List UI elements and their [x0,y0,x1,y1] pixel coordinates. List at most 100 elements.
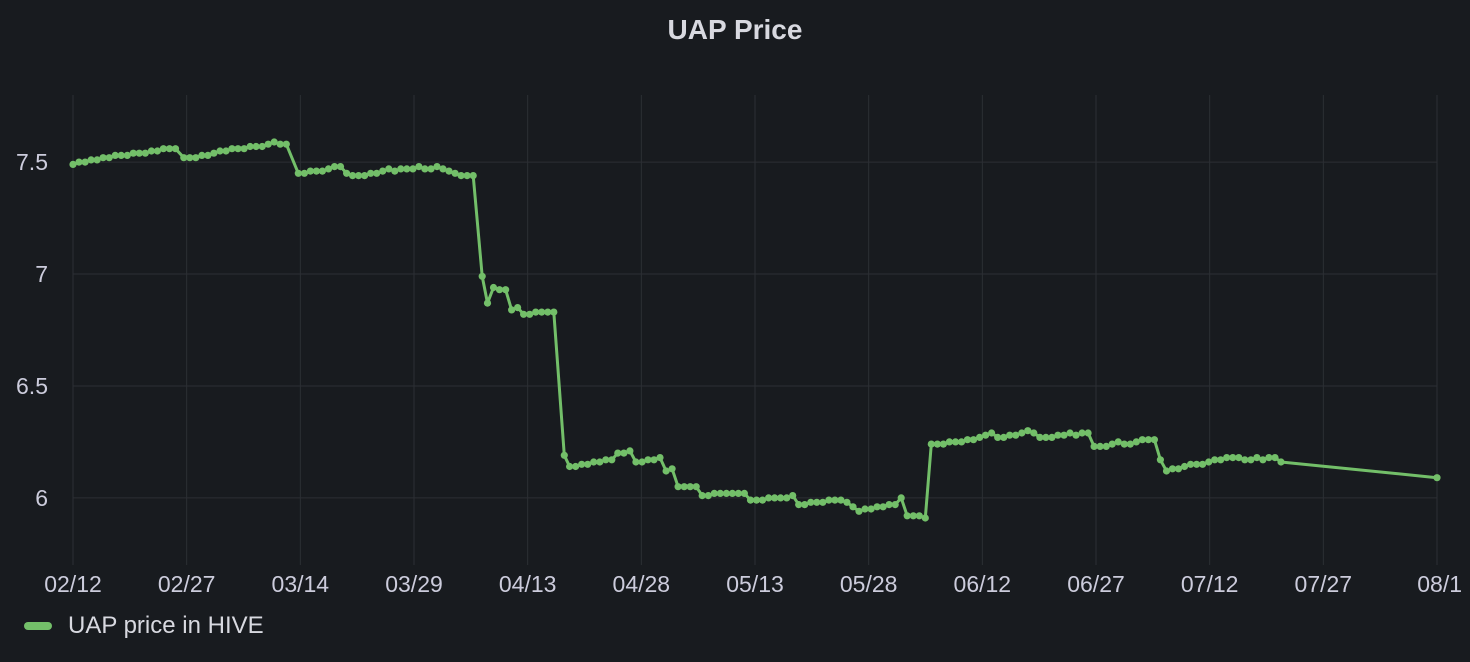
data-point [117,151,125,159]
data-point [795,501,803,509]
data-point [276,140,284,148]
data-point [198,151,206,159]
data-point [626,447,634,455]
data-point [1096,442,1104,450]
data-point [644,456,652,464]
data-point [538,308,546,316]
data-point [270,138,278,146]
data-point [752,496,761,504]
data-point [1006,431,1014,439]
data-point [451,169,459,177]
legend-label: UAP price in HIVE [68,612,264,639]
data-point [861,505,869,513]
data-point [1271,454,1279,462]
data-point [638,458,646,466]
data-point [192,154,200,162]
data-point [397,165,405,173]
data-point [704,492,712,500]
data-point [1144,436,1152,444]
data-point [129,149,137,157]
data-point [807,498,815,506]
data-point [240,145,248,153]
data-point [620,449,628,457]
data-point [495,286,504,294]
data-point [1217,456,1225,464]
x-tick-label: 07/12 [1181,571,1239,597]
data-point [81,158,89,166]
x-tick-label: 03/29 [385,571,443,597]
data-point [135,149,143,157]
data-point [1126,440,1134,448]
data-point [728,489,737,497]
data-point [165,145,174,153]
data-point [921,514,929,522]
data-point [171,145,180,153]
y-tick-label: 7 [35,261,48,287]
data-point [976,433,984,441]
data-point [656,454,664,462]
data-point [379,167,387,175]
data-point [544,308,552,316]
data-point [963,436,972,444]
data-point [927,440,935,448]
data-point [1253,454,1261,462]
data-point [879,503,887,511]
data-point [662,467,670,475]
x-tick-label: 06/27 [1067,571,1125,597]
data-point [945,438,954,446]
legend[interactable]: UAP price in HIVE [24,612,264,640]
y-tick-label: 6.5 [16,373,48,399]
x-tick-label: 04/28 [613,571,671,597]
data-point [1138,436,1146,444]
data-point [483,299,492,307]
data-point [361,172,369,180]
data-point [722,489,731,497]
data-point [1108,440,1116,448]
data-point [532,308,540,316]
data-point [1120,440,1128,448]
x-tick-label: 07/27 [1295,571,1353,597]
data-point [153,147,161,155]
grid [72,95,1438,565]
data-point [330,163,339,171]
data-point [550,308,558,316]
data-point [300,169,308,177]
data-point [1223,454,1231,462]
data-point [1090,442,1098,450]
data-point [957,438,966,446]
data-point [758,496,767,504]
data-point [692,483,700,491]
data-point [1114,438,1122,446]
data-point [514,304,522,312]
data-point [421,165,429,173]
data-point [1132,438,1140,446]
data-point [843,498,851,506]
data-point [801,501,809,509]
data-point [69,160,77,168]
data-point [1277,458,1285,466]
data-point [578,460,586,468]
data-point [324,165,333,173]
data-point [228,145,236,153]
data-point [264,140,272,148]
data-point [246,142,254,151]
data-point [849,503,857,511]
data-point [1036,433,1044,441]
data-point [355,172,363,180]
data-point [1156,456,1164,464]
data-point [1205,458,1213,466]
data-point [391,167,399,175]
data-point [1060,431,1068,439]
data-point [982,431,990,439]
data-point [614,449,622,457]
data-point [1259,456,1267,464]
data-point [1072,431,1080,439]
data-point [1162,467,1171,475]
x-tick-label: 05/28 [840,571,898,597]
data-point [216,147,224,155]
data-point [439,165,447,173]
data-point [855,507,863,515]
data-point [93,156,101,164]
